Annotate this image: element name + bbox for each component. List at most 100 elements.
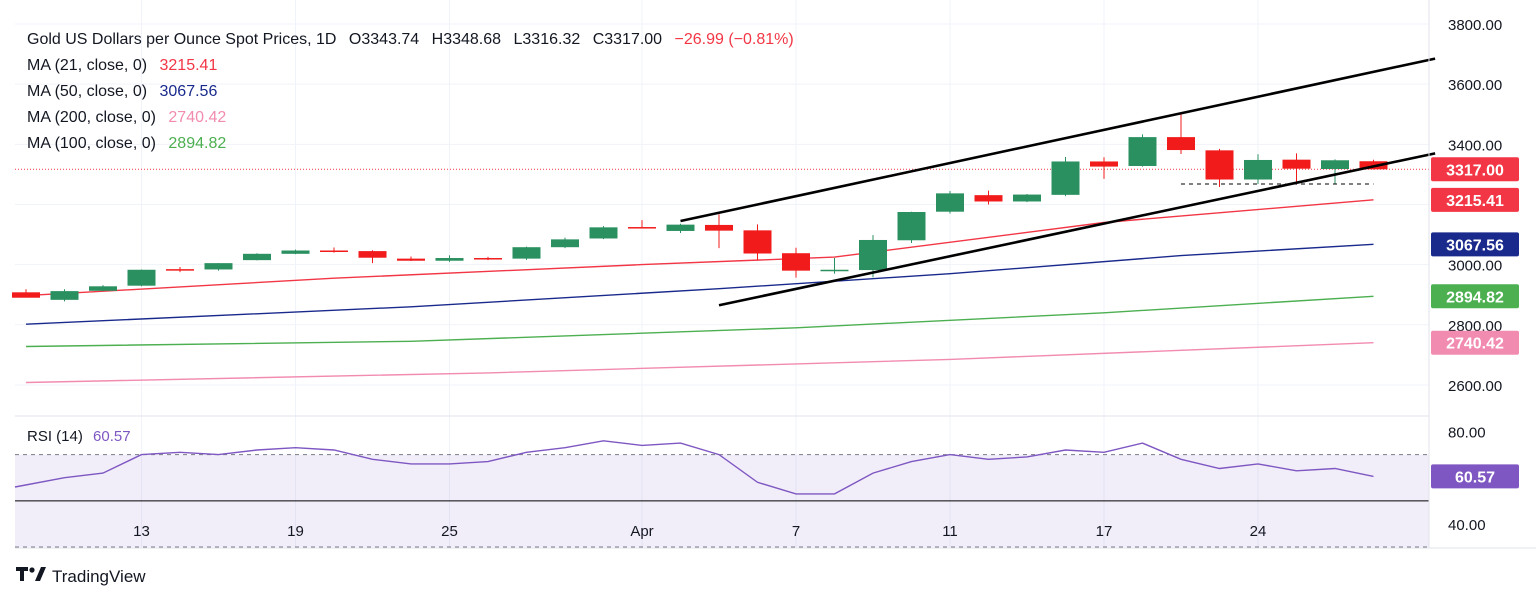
candle-body[interactable] <box>512 247 541 259</box>
candle-body[interactable] <box>628 227 656 229</box>
open-value: O3343.74 <box>348 31 420 48</box>
candle-body[interactable] <box>936 193 964 212</box>
price-tick-label: 3400.00 <box>1448 137 1502 154</box>
candle-body[interactable] <box>1244 159 1272 180</box>
ma-line <box>25 342 1374 384</box>
moving-average-lines <box>25 199 1374 384</box>
ma-value: 3215.41 <box>159 57 218 74</box>
candle-body[interactable] <box>1167 137 1195 151</box>
candle-body[interactable] <box>820 269 849 272</box>
candle-body[interactable] <box>243 253 271 261</box>
candles[interactable] <box>12 114 1388 302</box>
price-tag <box>1431 157 1519 182</box>
candle-body[interactable] <box>397 258 425 261</box>
price-tag-text: 3067.56 <box>1446 237 1504 254</box>
high-value: H3348.68 <box>431 31 502 48</box>
price-tag <box>1431 330 1519 355</box>
price-tick-label: 3800.00 <box>1448 17 1502 34</box>
ma-value: 2740.42 <box>168 109 227 126</box>
rsi-value: 60.57 <box>93 428 131 445</box>
change-value: −26.99 (−0.81%) <box>674 31 794 48</box>
candle-body[interactable] <box>1321 160 1349 169</box>
chart-legend: Gold US Dollars per Ounce Spot Prices, 1… <box>27 27 794 157</box>
rsi-levels <box>15 454 1429 548</box>
candle-body[interactable] <box>50 291 79 300</box>
price-labels: 60.57 3317.00 3215.41 3067.56 2894.82 2740.42 <box>1431 157 1519 489</box>
trend-line[interactable] <box>718 152 1436 307</box>
time-tick-label: 24 <box>1250 523 1267 540</box>
candle-body[interactable] <box>12 292 40 298</box>
price-tag-text: 3317.00 <box>1446 162 1504 179</box>
candle-body[interactable] <box>1090 161 1118 167</box>
trend-lines[interactable] <box>680 57 1436 307</box>
brand-footer[interactable]: TradingView <box>16 566 146 587</box>
candle-body[interactable] <box>1205 150 1234 180</box>
rsi-tick-label: 80.00 <box>1448 425 1486 442</box>
ma-label: MA (200, close, 0) <box>27 109 156 126</box>
candle-body[interactable] <box>782 253 810 271</box>
tradingview-logo-icon <box>16 566 46 587</box>
ma-legend-row: MA (200, close, 0) 2740.42 <box>27 105 794 131</box>
price-tick-label: 2800.00 <box>1448 318 1502 335</box>
candle-body[interactable] <box>589 227 618 239</box>
time-tick-label: 25 <box>441 523 458 540</box>
candle-body[interactable] <box>743 230 772 254</box>
grid-lines <box>15 0 1429 548</box>
price-tag <box>1431 284 1519 309</box>
candle-body[interactable] <box>474 258 502 260</box>
ma-label: MA (50, close, 0) <box>27 83 148 100</box>
brand-name: TradingView <box>52 566 146 586</box>
ma-value: 2894.82 <box>168 135 227 152</box>
low-value: L3316.32 <box>513 31 581 48</box>
rsi-legend: RSI (14) 60.57 <box>27 428 131 445</box>
price-tag-text: 2740.42 <box>1446 336 1504 353</box>
ma-label: MA (100, close, 0) <box>27 135 156 152</box>
ma-legend-row: MA (21, close, 0) 3215.41 <box>27 53 794 79</box>
price-tag-text: 2894.82 <box>1446 289 1504 306</box>
rsi-line <box>14 440 1374 495</box>
candle-body[interactable] <box>551 239 579 248</box>
candle-body[interactable] <box>897 212 926 241</box>
candle-body[interactable] <box>705 224 733 231</box>
time-tick-label: 7 <box>792 523 800 540</box>
time-axis[interactable]: 13 19 25 Apr 7 11 17 24 <box>133 523 1266 540</box>
time-tick-label: 13 <box>133 523 150 540</box>
symbol-row: Gold US Dollars per Ounce Spot Prices, 1… <box>27 27 794 53</box>
candle-body[interactable] <box>89 286 117 291</box>
rsi-value-tag <box>1431 464 1519 489</box>
time-tick-label: 19 <box>287 523 304 540</box>
rsi-label: RSI (14) <box>27 428 83 445</box>
rsi-value-tag-text: 60.57 <box>1455 469 1495 486</box>
symbol-title: Gold US Dollars per Ounce Spot Prices, 1… <box>27 31 337 48</box>
candle-body[interactable] <box>1282 159 1311 169</box>
price-tick-label: 2600.00 <box>1448 378 1502 395</box>
rsi-axis[interactable]: 40.00 80.00 <box>1448 425 1486 534</box>
candle-body[interactable] <box>859 239 887 271</box>
ma-legend-row: MA (50, close, 0) 3067.56 <box>27 79 794 105</box>
ma-value: 3067.56 <box>159 83 218 100</box>
time-tick-label: 17 <box>1096 523 1113 540</box>
candle-body[interactable] <box>1013 194 1041 202</box>
candle-body[interactable] <box>281 250 310 254</box>
ma-line <box>25 295 1374 348</box>
candle-body[interactable] <box>1051 161 1080 195</box>
price-tick-label: 3000.00 <box>1448 258 1502 275</box>
candle-body[interactable] <box>435 258 464 261</box>
candle-body[interactable] <box>1128 137 1157 166</box>
candle-body[interactable] <box>974 195 1003 202</box>
price-tag <box>1431 232 1519 257</box>
ma-legend-row: MA (100, close, 0) 2894.82 <box>27 131 794 157</box>
ma-line <box>25 199 1374 297</box>
price-tick-label: 3600.00 <box>1448 77 1502 94</box>
candle-body[interactable] <box>127 269 156 286</box>
ma-label: MA (21, close, 0) <box>27 57 148 74</box>
trend-line[interactable] <box>680 57 1436 223</box>
candle-body[interactable] <box>358 251 387 258</box>
candle-body[interactable] <box>666 224 695 231</box>
candle-body[interactable] <box>166 269 194 271</box>
time-tick-label: Apr <box>630 523 653 540</box>
candle-body[interactable] <box>320 250 348 253</box>
price-tag-text: 3215.41 <box>1446 193 1504 210</box>
candle-body[interactable] <box>204 263 233 270</box>
